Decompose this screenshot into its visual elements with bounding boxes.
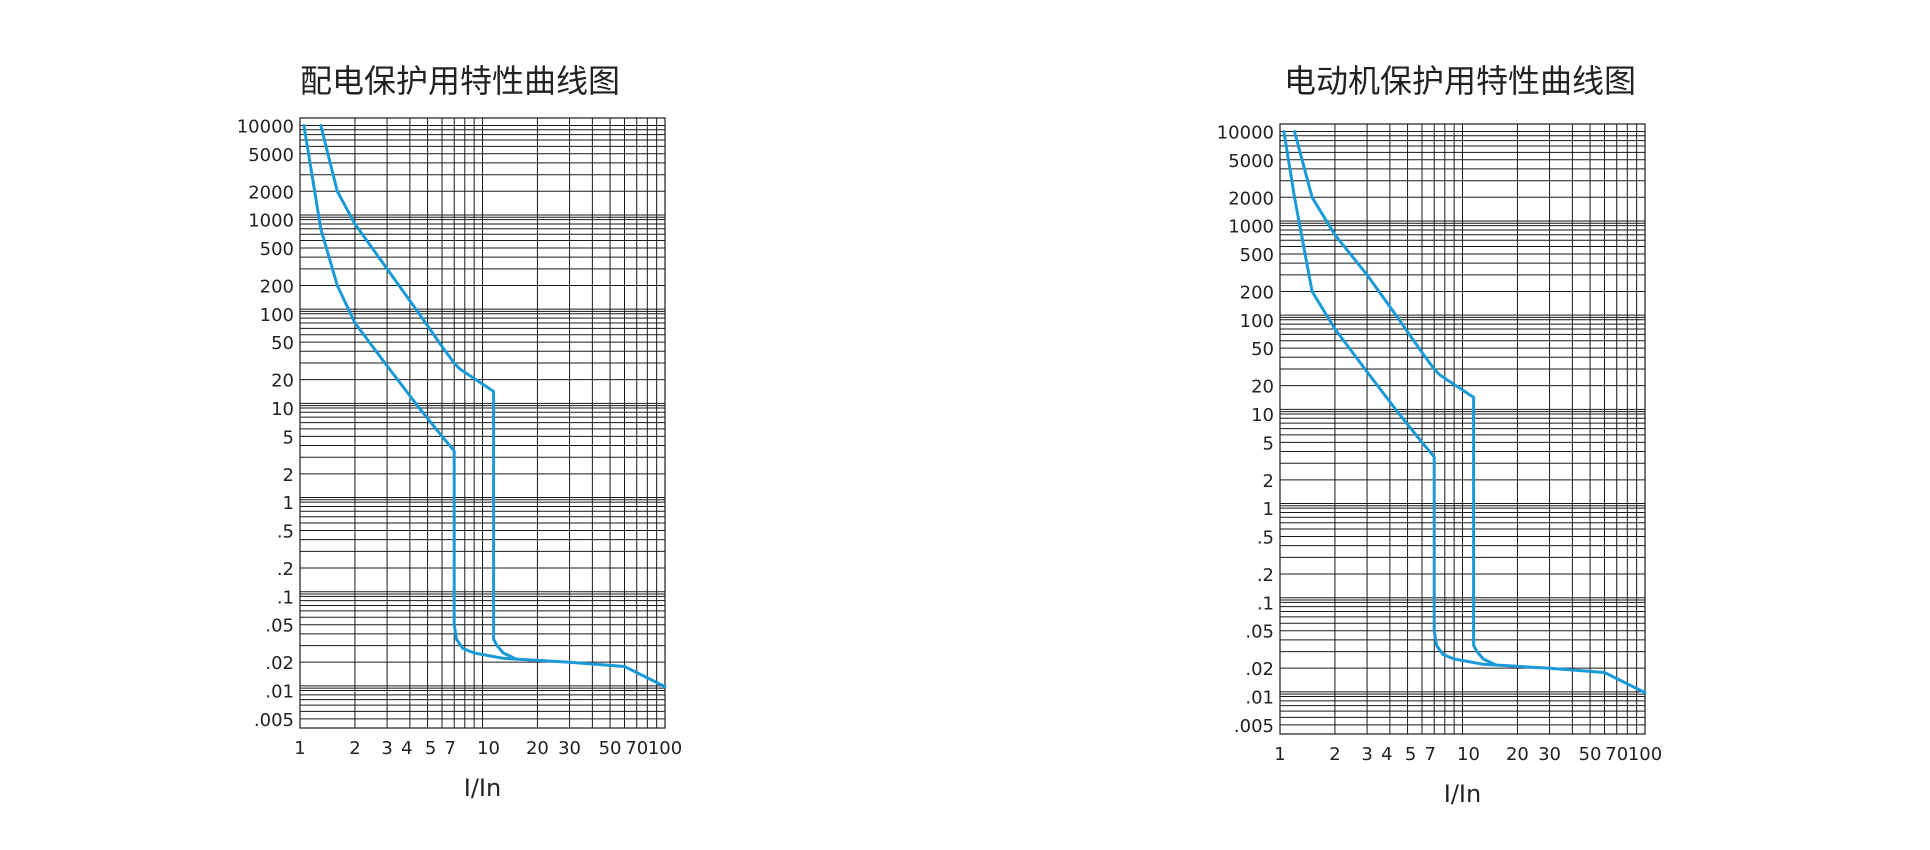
x-tick-labels: 1 2 3 4 5 7 10 20 30 50 70 100 (294, 738, 682, 759)
y-tick-label: .01 (265, 682, 294, 703)
x-tick-label: 50 (599, 738, 622, 759)
x-tick-label: 70 (1605, 744, 1628, 765)
x-tick-label: 10 (477, 738, 500, 759)
y-tick-label: 10000 (1217, 122, 1274, 143)
y-tick-label: .05 (265, 616, 294, 637)
x-tick-label: 10 (1457, 744, 1480, 765)
chart-title: 配电保护用特性曲线图 (300, 62, 620, 100)
y-tick-label: .005 (1234, 716, 1274, 737)
x-tick-label: 30 (1538, 744, 1561, 765)
y-tick-label: .02 (265, 653, 294, 674)
y-tick-label: 2 (283, 465, 294, 486)
y-tick-label: 5 (1263, 433, 1274, 454)
y-tick-label: .005 (254, 710, 294, 731)
y-tick-label: 5000 (1228, 151, 1274, 172)
y-tick-label: .02 (1245, 659, 1274, 680)
y-tick-label: .5 (1257, 528, 1274, 549)
x-axis-label: I/In (1444, 780, 1481, 808)
y-tick-label: 50 (1251, 339, 1274, 360)
chart-distribution-protection: 配电保护用特性曲线图 10000 5000 2000 1000 500 200 100 50 20… (0, 0, 940, 850)
x-tick-label: 4 (401, 738, 412, 759)
x-tick-label: 1 (294, 738, 305, 759)
y-tick-label: 1 (283, 493, 294, 514)
grid (299, 118, 666, 729)
chart-svg-distribution: 配电保护用特性曲线图 10000 5000 2000 1000 500 200 100 50 20… (237, 62, 682, 802)
chart-svg-motor: 电动机保护用特性曲线图 10000 5000 2000 1000 500 200 100 50 2… (1217, 62, 1662, 808)
x-tick-label: 20 (526, 738, 549, 759)
y-tick-label: 2 (1263, 471, 1274, 492)
y-tick-label: 10000 (237, 116, 294, 137)
chart-title: 电动机保护用特性曲线图 (1284, 62, 1636, 100)
y-tick-label: .5 (277, 522, 294, 543)
chart-motor-protection: 电动机保护用特性曲线图 10000 5000 2000 1000 500 200 100 50 2… (990, 0, 1930, 850)
y-tick-label: 20 (1251, 377, 1274, 398)
y-tick-label: .05 (1245, 622, 1274, 643)
y-tick-label: 10 (1251, 405, 1274, 426)
y-tick-labels: 10000 5000 2000 1000 500 200 100 50 20 10 5 2 1 .5 .2.… (1217, 122, 1274, 736)
plot-frame (1279, 123, 1646, 735)
y-tick-label: 500 (260, 239, 294, 260)
y-tick-label: 20 (271, 371, 294, 392)
series-curve-2 (319, 124, 517, 660)
y-tick-label: 2000 (248, 182, 294, 203)
x-tick-label: 50 (1579, 744, 1602, 765)
y-tick-label: 50 (271, 333, 294, 354)
y-tick-label: 5000 (248, 145, 294, 166)
series-curve-1 (1282, 130, 1647, 695)
y-tick-label: .2 (277, 559, 294, 580)
x-tick-label: 30 (558, 738, 581, 759)
x-tick-label: 20 (1506, 744, 1529, 765)
x-tick-label: 5 (425, 738, 436, 759)
x-tick-label: 2 (349, 738, 360, 759)
x-tick-label: 100 (648, 738, 682, 759)
y-tick-label: 5 (283, 427, 294, 448)
x-tick-label: 70 (625, 738, 648, 759)
x-tick-label: 100 (1628, 744, 1662, 765)
y-tick-labels: 10000 5000 2000 1000 500 200 100 50 20 10 5 2 1 .5 .2.… (237, 116, 294, 730)
x-tick-label: 7 (445, 738, 456, 759)
x-tick-label: 7 (1425, 744, 1436, 765)
y-tick-label: 200 (1240, 282, 1274, 303)
y-tick-label: 1000 (1228, 217, 1274, 238)
grid (1279, 124, 1646, 735)
x-tick-labels: 1 2 3 4 5 7 10 20 30 50 70 100 (1274, 744, 1662, 765)
y-tick-label: .2 (1257, 565, 1274, 586)
y-tick-label: 500 (1240, 245, 1274, 266)
x-tick-label: 4 (1381, 744, 1392, 765)
y-tick-label: 10 (271, 399, 294, 420)
x-tick-label: 3 (381, 738, 392, 759)
series-curve-2 (1293, 130, 1497, 666)
x-tick-label: 5 (1405, 744, 1416, 765)
y-tick-label: 1000 (248, 211, 294, 232)
y-tick-label: 100 (1240, 311, 1274, 332)
plot-frame (299, 117, 666, 729)
x-tick-label: 1 (1274, 744, 1285, 765)
x-tick-label: 3 (1361, 744, 1372, 765)
series-curve-1 (302, 124, 667, 689)
y-tick-label: 2000 (1228, 188, 1274, 209)
x-tick-label: 2 (1329, 744, 1340, 765)
y-tick-label: 1 (1263, 499, 1274, 520)
y-tick-label: .1 (277, 587, 294, 608)
y-tick-label: .01 (1245, 688, 1274, 709)
y-tick-label: 200 (260, 276, 294, 297)
y-tick-label: 100 (260, 305, 294, 326)
y-tick-label: .1 (1257, 593, 1274, 614)
x-axis-label: I/In (464, 774, 501, 802)
